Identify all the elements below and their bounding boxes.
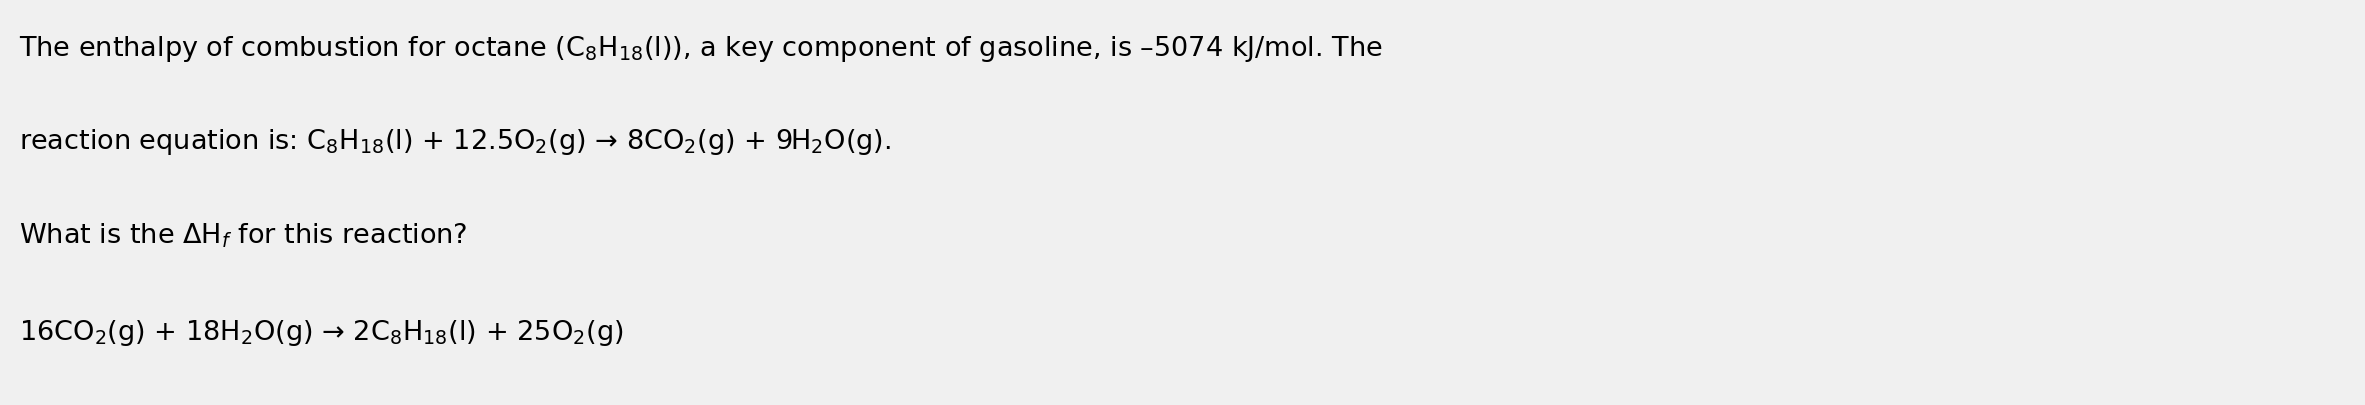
Text: The enthalpy of combustion for octane (C$_8$H$_{18}$(l)), a key component of gas: The enthalpy of combustion for octane (C…	[19, 34, 1384, 64]
Text: reaction equation is: C$_8$H$_{18}$(l) + 12.5O$_2$(g) → 8CO$_2$(g) + 9H$_2$O(g).: reaction equation is: C$_8$H$_{18}$(l) +…	[19, 127, 892, 157]
Text: What is the ΔH$_f$ for this reaction?: What is the ΔH$_f$ for this reaction?	[19, 221, 468, 249]
Text: 16CO$_2$(g) + 18H$_2$O(g) → 2C$_8$H$_{18}$(l) + 25O$_2$(g): 16CO$_2$(g) + 18H$_2$O(g) → 2C$_8$H$_{18…	[19, 317, 624, 347]
